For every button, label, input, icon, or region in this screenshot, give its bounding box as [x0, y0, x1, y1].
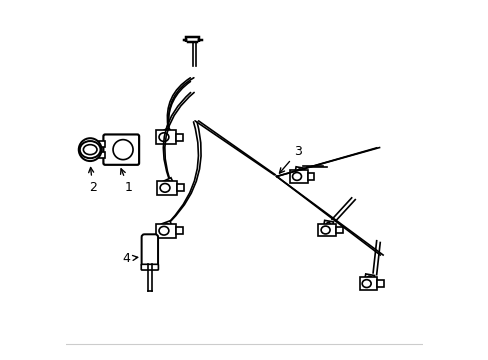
Ellipse shape	[164, 224, 169, 228]
Circle shape	[113, 140, 133, 159]
Polygon shape	[156, 224, 175, 238]
Ellipse shape	[325, 222, 330, 227]
Ellipse shape	[83, 145, 97, 155]
Ellipse shape	[159, 133, 168, 141]
Ellipse shape	[292, 172, 301, 180]
Polygon shape	[175, 134, 183, 141]
Text: 3: 3	[279, 145, 302, 173]
Polygon shape	[156, 130, 175, 144]
Ellipse shape	[80, 141, 101, 158]
Polygon shape	[175, 227, 183, 234]
Text: 1: 1	[121, 169, 132, 194]
Ellipse shape	[362, 280, 370, 288]
Text: 4: 4	[122, 252, 138, 265]
Polygon shape	[289, 170, 307, 183]
Circle shape	[83, 143, 97, 156]
Polygon shape	[294, 167, 304, 175]
Polygon shape	[323, 220, 333, 229]
Ellipse shape	[164, 131, 168, 135]
Bar	[99, 141, 105, 147]
Polygon shape	[307, 173, 313, 180]
FancyBboxPatch shape	[141, 264, 158, 270]
Polygon shape	[161, 127, 172, 138]
Ellipse shape	[160, 184, 170, 192]
Ellipse shape	[297, 169, 302, 173]
Polygon shape	[336, 227, 342, 233]
Circle shape	[79, 138, 102, 161]
Polygon shape	[364, 274, 374, 283]
Polygon shape	[359, 277, 377, 290]
Ellipse shape	[166, 181, 170, 185]
Polygon shape	[157, 181, 177, 195]
Ellipse shape	[321, 226, 329, 234]
FancyBboxPatch shape	[103, 134, 139, 165]
FancyBboxPatch shape	[142, 234, 158, 267]
Polygon shape	[163, 178, 174, 188]
Ellipse shape	[159, 226, 168, 235]
Text: 2: 2	[88, 167, 97, 194]
Polygon shape	[161, 221, 172, 231]
Polygon shape	[377, 280, 383, 287]
Polygon shape	[177, 184, 183, 192]
Ellipse shape	[366, 276, 371, 280]
Polygon shape	[318, 224, 336, 236]
Bar	[99, 152, 105, 158]
